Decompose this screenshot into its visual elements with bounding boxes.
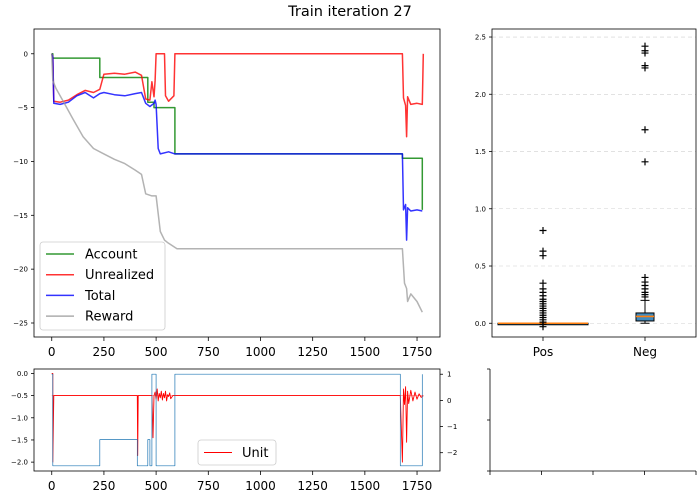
y-tick-label: −2.0 <box>11 459 28 467</box>
box-pos <box>497 227 589 331</box>
outlier-point <box>641 158 649 166</box>
y2-tick-label: −2 <box>447 449 457 457</box>
x-tick-label: 750 <box>197 345 220 359</box>
y2-tick-label: 0 <box>447 397 451 405</box>
x-tick-label: 250 <box>92 345 115 359</box>
empty-plot <box>487 368 697 475</box>
y-tick-label: 0.0 <box>475 320 486 328</box>
series-line-unrealized <box>50 53 425 138</box>
y2-tick-label: −1 <box>447 423 457 431</box>
y-tick-label: 2.5 <box>475 34 486 42</box>
x-tick-label: 750 <box>197 479 220 493</box>
series-line-total <box>50 53 423 241</box>
y-tick-label: −15 <box>13 212 28 220</box>
outlier-point <box>539 227 547 235</box>
y-tick-label: −10 <box>13 158 28 166</box>
legend-label-account: Account <box>85 248 138 263</box>
outlier-point <box>539 252 547 260</box>
x-tick-label: 0 <box>48 345 56 359</box>
unit-plot: 0 250 500 750 1000 1250 1500 1750 0.0 −0.5 −1.0 −1.… <box>11 368 457 493</box>
legend-label-reward: Reward <box>85 310 133 325</box>
x-tick-label: 1000 <box>245 345 276 359</box>
y-tick-label: −25 <box>13 320 28 328</box>
y-tick-label: 1.5 <box>475 148 486 156</box>
x-tick-label: 1250 <box>297 345 328 359</box>
plot-frame <box>33 368 441 472</box>
box-neg <box>635 42 655 324</box>
y-tick-label: 2.0 <box>475 91 486 99</box>
y-tick-label: −20 <box>13 266 28 274</box>
outlier-point <box>641 49 649 57</box>
y-tick-label: −1.5 <box>11 436 28 444</box>
x-tick-label: Neg <box>633 345 657 359</box>
figure-title: Train iteration 27 <box>287 4 412 20</box>
y-tick-label: 1.0 <box>475 205 486 213</box>
x-tick-label: 500 <box>145 479 168 493</box>
plot-frame <box>33 28 441 338</box>
x-tick-label: 1750 <box>402 479 433 493</box>
legend-label-unit: Unit <box>242 446 268 461</box>
series-line-account <box>51 53 424 210</box>
x-tick-label: 250 <box>92 479 115 493</box>
y-tick-label: −0.5 <box>11 392 28 400</box>
legend-label-unrealized: Unrealized <box>85 268 154 283</box>
outlier-point <box>539 323 547 331</box>
legend-label-total: Total <box>84 289 115 304</box>
series-line-reward <box>50 53 423 313</box>
x-tick-label: 1250 <box>297 479 328 493</box>
x-tick-label: 0 <box>48 479 56 493</box>
legend: Unit <box>197 439 277 466</box>
x-tick-label: 1000 <box>245 479 276 493</box>
y-tick-label: −5 <box>18 104 28 112</box>
main-line-plot: 0 250 500 750 1000 1250 1500 1750 0 −5 −10 −15 −20 −2… <box>13 28 441 359</box>
y2-tick-label: 1 <box>447 371 451 379</box>
x-tick-label: 1500 <box>350 479 381 493</box>
y-tick-label: 0.5 <box>475 263 486 271</box>
legend-box <box>39 241 166 331</box>
x-tick-label: 1750 <box>402 345 433 359</box>
y-tick-label: 0 <box>24 50 28 58</box>
legend: Account Unrealized Total Reward <box>39 241 166 331</box>
y-tick-label: −1.0 <box>11 414 28 422</box>
legend-box <box>197 439 277 466</box>
outlier-point <box>641 126 649 134</box>
x-tick-label: 1500 <box>350 345 381 359</box>
box-plot: 0.0 0.5 1.0 1.5 2.0 2.5 Pos Neg <box>475 28 697 359</box>
outlier-point <box>641 293 649 301</box>
x-tick-label: Pos <box>533 345 553 359</box>
x-tick-label: 500 <box>145 345 168 359</box>
series-line-position <box>51 373 423 467</box>
plot-frame <box>491 28 697 338</box>
y-tick-label: 0.0 <box>17 370 28 378</box>
outlier-point <box>641 64 649 72</box>
